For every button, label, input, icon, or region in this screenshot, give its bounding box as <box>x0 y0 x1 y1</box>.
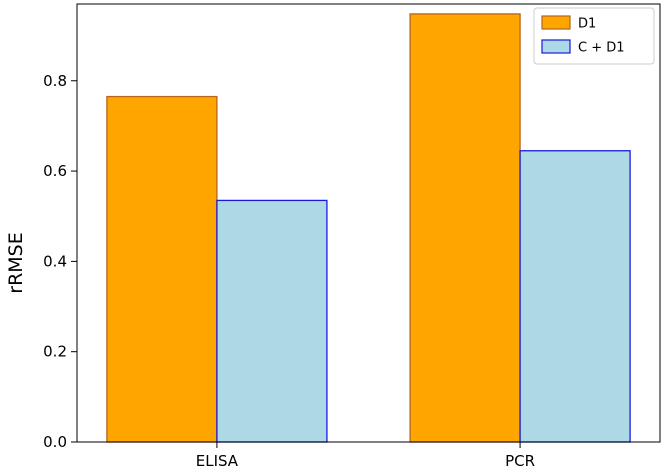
plot-frame <box>76 3 661 443</box>
bar-c-d1-pcr <box>519 150 631 443</box>
plot-area <box>76 3 661 443</box>
legend-swatch <box>541 39 571 54</box>
y-tick-label: 0.8 <box>43 72 67 90</box>
legend: D1 C + D1 <box>533 7 655 65</box>
x-tick-label: PCR <box>505 452 535 470</box>
y-tick-label: 0.4 <box>43 252 67 270</box>
x-axis: ELISA PCR <box>196 442 535 470</box>
bar-d1-elisa <box>106 95 218 443</box>
bar-c-d1-elisa <box>216 199 328 443</box>
legend-label: C + D1 <box>578 41 625 56</box>
y-axis-label: rRMSE <box>5 232 27 293</box>
y-axis: 0.0 0.2 0.4 0.6 0.8 <box>43 72 77 451</box>
legend-swatch <box>541 15 571 30</box>
x-tick-label: ELISA <box>196 452 239 470</box>
bar-d1-pcr <box>409 13 521 443</box>
y-tick-label: 0.2 <box>43 343 67 361</box>
legend-label: D1 <box>578 17 596 32</box>
y-tick-label: 0.0 <box>43 433 67 451</box>
y-tick-label: 0.6 <box>43 162 67 180</box>
